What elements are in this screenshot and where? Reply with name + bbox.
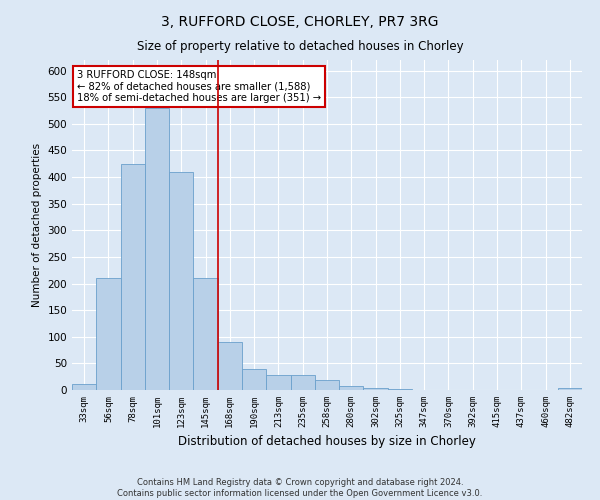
Bar [72,384,96,390]
Text: Contains HM Land Registry data © Crown copyright and database right 2024.
Contai: Contains HM Land Registry data © Crown c… [118,478,482,498]
Bar [266,375,290,390]
Bar [242,368,266,390]
Bar [315,380,339,390]
Text: Size of property relative to detached houses in Chorley: Size of property relative to detached ho… [137,40,463,53]
Bar [218,342,242,390]
X-axis label: Distribution of detached houses by size in Chorley: Distribution of detached houses by size … [178,436,476,448]
Bar [193,278,218,390]
Text: 3 RUFFORD CLOSE: 148sqm
← 82% of detached houses are smaller (1,588)
18% of semi: 3 RUFFORD CLOSE: 148sqm ← 82% of detache… [77,70,321,103]
Text: 3, RUFFORD CLOSE, CHORLEY, PR7 3RG: 3, RUFFORD CLOSE, CHORLEY, PR7 3RG [161,15,439,29]
Bar [169,172,193,390]
Bar [121,164,145,390]
Y-axis label: Number of detached properties: Number of detached properties [32,143,42,307]
Bar [558,388,582,390]
Bar [145,108,169,390]
Bar [364,388,388,390]
Bar [339,386,364,390]
Bar [290,375,315,390]
Bar [96,278,121,390]
